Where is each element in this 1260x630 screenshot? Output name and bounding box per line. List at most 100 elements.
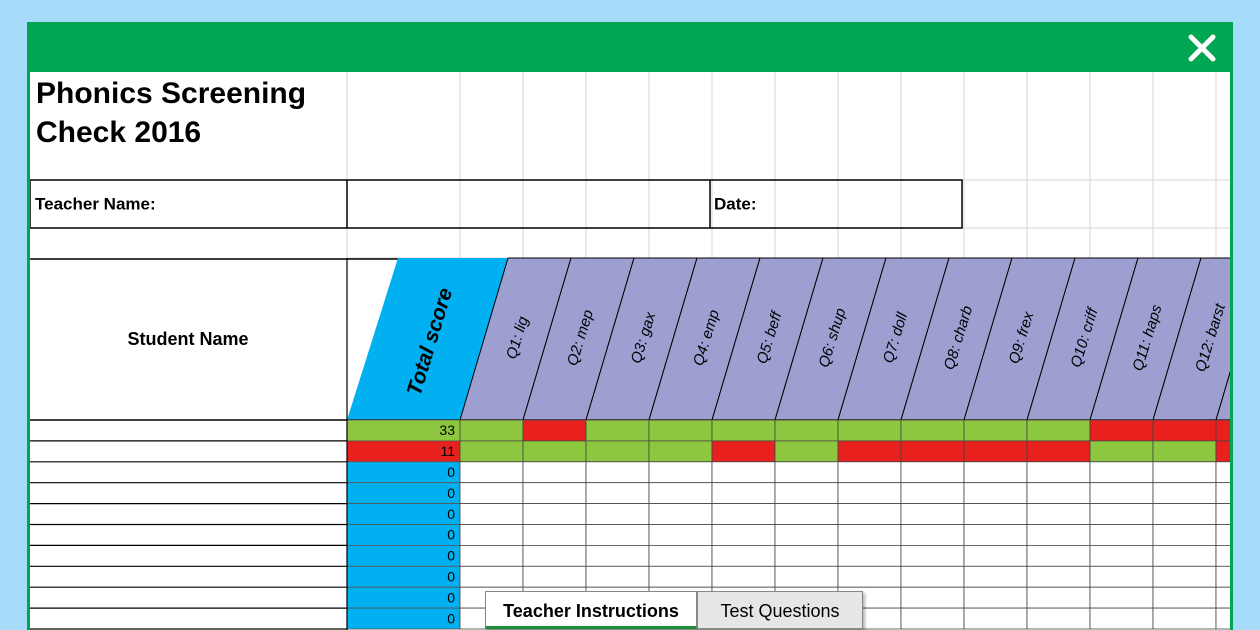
total-score: 0 — [447, 548, 455, 564]
result-cell — [963, 461, 1028, 484]
result-cell — [774, 461, 839, 484]
result-cell — [1152, 545, 1217, 567]
result-cell — [900, 419, 965, 442]
result-cell — [900, 503, 965, 525]
result-cell — [837, 524, 902, 546]
result-cell — [522, 482, 587, 505]
total-score: 33 — [439, 422, 455, 438]
date-label: Date: — [714, 194, 757, 213]
result-cell — [1026, 545, 1091, 567]
result-cell — [900, 440, 965, 463]
result-cell — [648, 461, 713, 484]
result-cell — [837, 461, 902, 484]
result-cell — [1215, 586, 1230, 609]
result-cell — [585, 503, 650, 525]
result-cell — [963, 419, 1028, 442]
result-cell — [1089, 524, 1154, 546]
result-cell — [900, 524, 965, 546]
result-cell — [585, 482, 650, 505]
result-cell — [1026, 524, 1091, 546]
result-cell — [1026, 586, 1091, 609]
result-cell — [522, 545, 587, 567]
result-cell — [1026, 461, 1091, 484]
result-cell — [1089, 503, 1154, 525]
total-cell — [346, 586, 461, 609]
result-cell — [522, 419, 587, 442]
result-cell — [585, 419, 650, 442]
total-score: 0 — [447, 506, 455, 522]
total-cell — [346, 461, 461, 484]
result-cell — [711, 503, 776, 525]
result-cell — [522, 461, 587, 484]
result-cell — [459, 565, 524, 588]
result-cell — [1152, 419, 1217, 442]
result-cell — [1026, 565, 1091, 588]
result-cell — [459, 503, 524, 525]
result-cell — [900, 482, 965, 505]
result-cell — [1026, 419, 1091, 442]
total-cell — [346, 482, 461, 505]
sheet-tab[interactable]: Teacher Instructions — [485, 591, 697, 629]
result-cell — [774, 545, 839, 567]
result-cell — [963, 482, 1028, 505]
student-header: Student Name — [127, 329, 248, 349]
total-cell — [346, 565, 461, 588]
sheet-tab[interactable]: Test Questions — [697, 591, 863, 629]
total-score: 0 — [447, 464, 455, 480]
total-score: 0 — [447, 485, 455, 501]
result-cell — [837, 419, 902, 442]
result-cell — [648, 482, 713, 505]
result-cell — [900, 545, 965, 567]
result-cell — [711, 524, 776, 546]
question-header — [1215, 370, 1230, 421]
result-cell — [711, 440, 776, 463]
result-cell — [648, 524, 713, 546]
result-cell — [1089, 545, 1154, 567]
total-header — [347, 258, 508, 420]
result-cell — [585, 524, 650, 546]
result-cell — [1026, 440, 1091, 463]
result-cell — [963, 586, 1028, 609]
result-cell — [1152, 461, 1217, 484]
result-cell — [1215, 565, 1230, 588]
result-cell — [1152, 524, 1217, 546]
result-cell — [900, 586, 965, 609]
result-cell — [1152, 586, 1217, 609]
result-cell — [522, 503, 587, 525]
result-cell — [1215, 524, 1230, 546]
teacher-label: Teacher Name: — [35, 194, 156, 213]
result-cell — [900, 461, 965, 484]
total-cell — [346, 607, 461, 630]
sheet-title: Phonics Screening Check 2016 — [36, 77, 307, 149]
result-cell — [1152, 482, 1217, 505]
result-cell — [585, 565, 650, 588]
result-cell — [459, 482, 524, 505]
result-cell — [837, 440, 902, 463]
result-cell — [1215, 607, 1230, 630]
teacher-row-border — [30, 179, 963, 229]
result-cell — [837, 503, 902, 525]
result-cell — [963, 524, 1028, 546]
result-cell — [1026, 503, 1091, 525]
result-cell — [648, 419, 713, 442]
result-cell — [1215, 545, 1230, 567]
total-cell — [346, 524, 461, 546]
total-score: 0 — [447, 568, 455, 584]
result-cell — [900, 607, 965, 630]
result-cell — [522, 565, 587, 588]
result-cell — [1215, 440, 1230, 463]
close-button[interactable] — [1188, 34, 1216, 62]
result-cell — [963, 565, 1028, 588]
result-cell — [774, 482, 839, 505]
result-cell — [459, 440, 524, 463]
result-cell — [711, 419, 776, 442]
total-cell — [346, 503, 461, 525]
result-cell — [648, 545, 713, 567]
result-cell — [1089, 440, 1154, 463]
result-cell — [1152, 440, 1217, 463]
result-cell — [1089, 565, 1154, 588]
result-cell — [1215, 419, 1230, 442]
result-cell — [1215, 482, 1230, 505]
result-cell — [648, 503, 713, 525]
